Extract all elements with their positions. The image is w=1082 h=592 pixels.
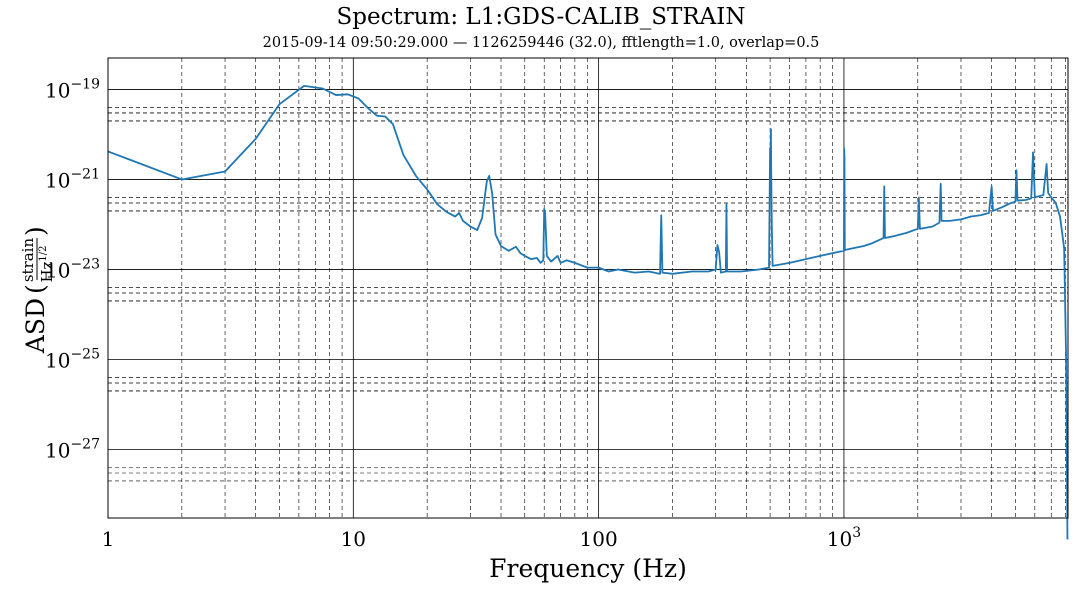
x-tick-label-base: 10 xyxy=(341,527,366,551)
y-tick-label-exp: −23 xyxy=(70,256,100,272)
x-axis-label: Frequency (Hz) xyxy=(489,554,687,583)
y-tick-label-exp: −27 xyxy=(70,436,100,452)
y-tick-label-base: 10 xyxy=(45,258,70,282)
y-tick-label: 10−21 xyxy=(45,166,100,192)
x-tick-label: 100 xyxy=(580,527,618,551)
plot-frame xyxy=(107,57,1069,519)
chart-title: Spectrum: L1:GDS-CALIB_STRAIN xyxy=(336,4,746,30)
y-tick-label-exp: −25 xyxy=(70,346,100,362)
y-tick-label-base: 10 xyxy=(45,78,70,102)
y-axis-label-prefix: ASD xyxy=(21,298,50,354)
y-tick-label: 10−25 xyxy=(45,346,100,372)
grid-lines xyxy=(107,58,1068,518)
asd-series-line-1 xyxy=(107,84,1069,540)
series-layer xyxy=(107,84,1069,540)
x-tick-label-base: 100 xyxy=(580,527,618,551)
y-axis-label-paren-right: ) xyxy=(21,226,50,236)
x-tick-label-base: 1 xyxy=(102,527,115,551)
x-tick-label-exp: 3 xyxy=(852,525,861,541)
y-tick-label-exp: −21 xyxy=(70,166,100,182)
x-tick-label: 1 xyxy=(102,527,115,551)
y-axis-label: ASD ( strain Hz1/2 ) xyxy=(19,226,56,354)
x-tick-label: 10 xyxy=(341,527,366,551)
y-tick-label-base: 10 xyxy=(45,348,70,372)
y-tick-label-exp: −19 xyxy=(70,76,100,92)
y-axis-label-denominator: Hz1/2 xyxy=(38,245,56,282)
y-axis-label-den-base: Hz xyxy=(38,261,56,282)
y-tick-label: 10−23 xyxy=(45,256,100,282)
x-tick-label: 103 xyxy=(827,525,861,551)
y-axis-label-den-exp: 1/2 xyxy=(38,245,49,261)
y-axis-label-paren-left: ( xyxy=(21,284,50,294)
y-tick-label: 10−19 xyxy=(45,76,100,102)
x-tick-labels: 1 10 100 103 xyxy=(102,525,861,551)
y-tick-label: 10−27 xyxy=(45,436,100,462)
y-tick-label-base: 10 xyxy=(45,438,70,462)
x-tick-label-base: 10 xyxy=(827,527,852,551)
y-axis-label-numerator: strain xyxy=(19,238,37,283)
y-tick-label-base: 10 xyxy=(45,168,70,192)
chart-subtitle: 2015-09-14 09:50:29.000 — 1126259446 (32… xyxy=(262,35,820,51)
